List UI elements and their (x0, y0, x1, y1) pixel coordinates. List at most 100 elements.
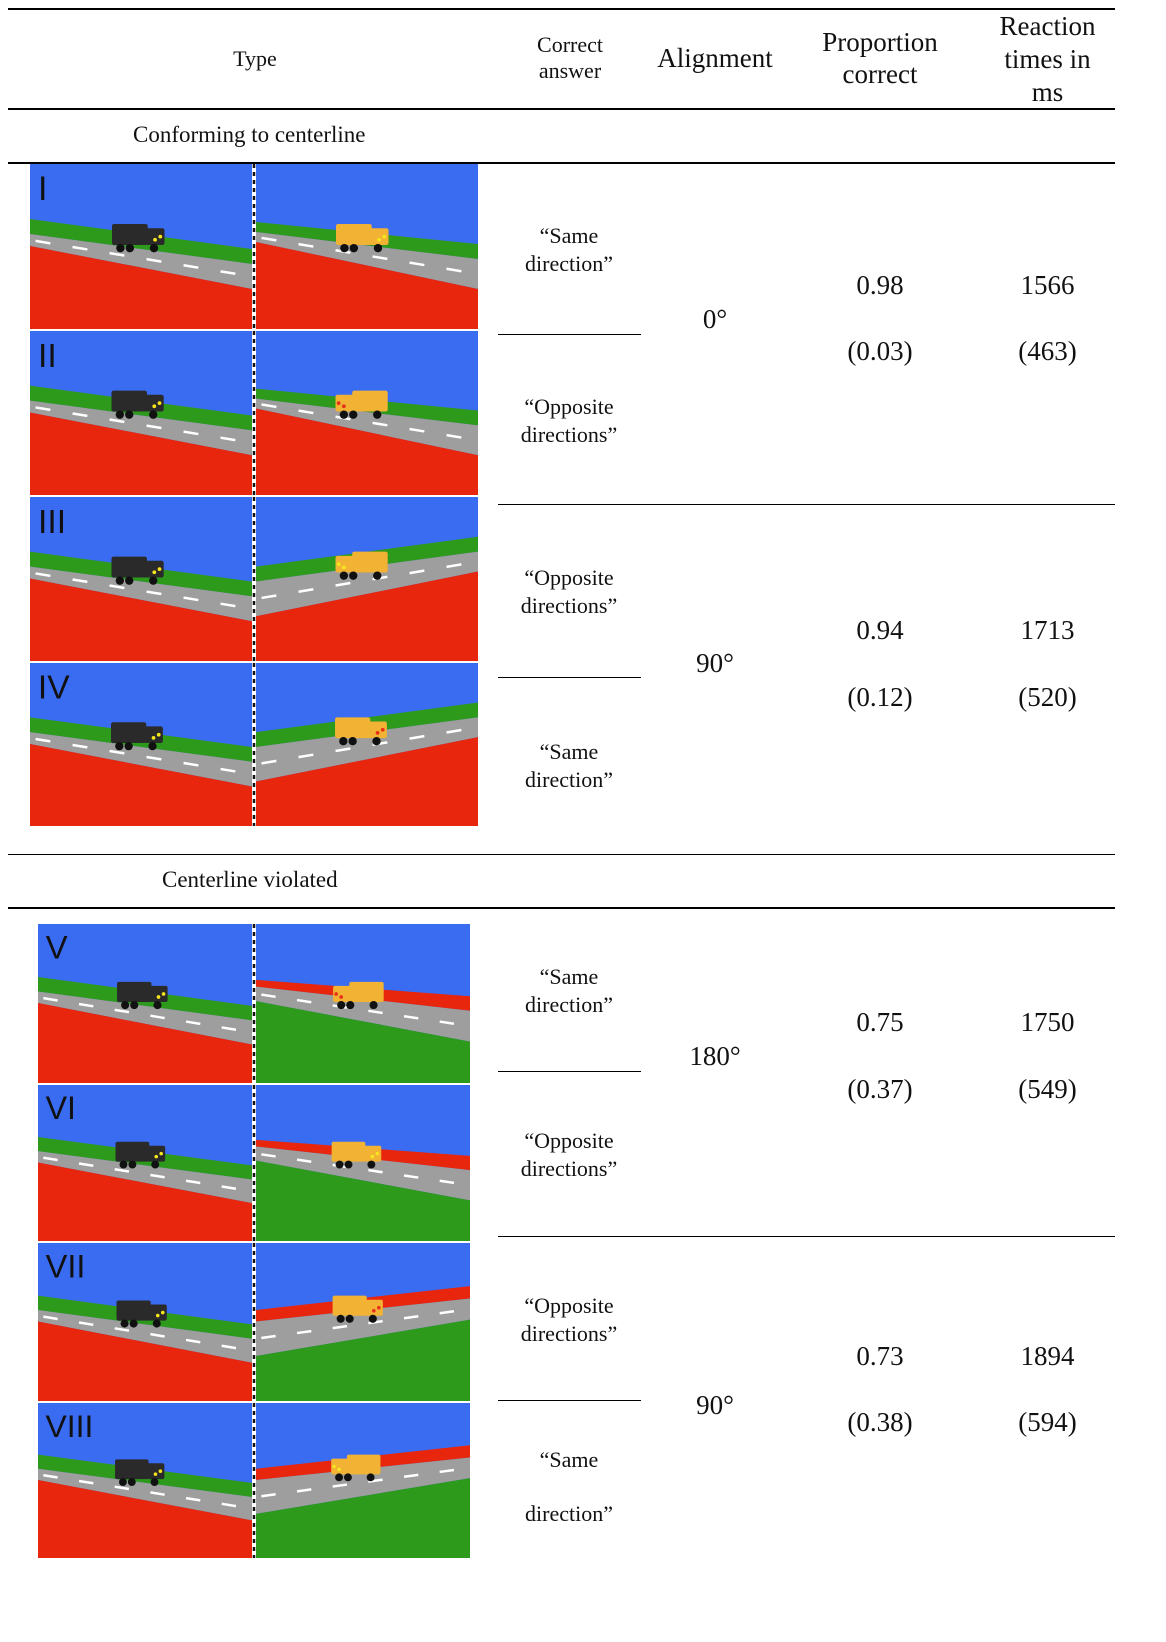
right-view (256, 663, 478, 826)
proportion-sd: (0.12) (847, 682, 913, 712)
section1-rule (8, 162, 1115, 164)
proportion-sd: (0.03) (847, 336, 913, 366)
road-surface (256, 1457, 470, 1514)
left-view (38, 1403, 252, 1558)
panel-roman-label: IV (38, 670, 70, 707)
rt-sd: (463) (1018, 336, 1077, 366)
stimulus-panel-VIII: VIII (38, 1403, 470, 1558)
lower-field (38, 1321, 252, 1401)
header-rt-line3: ms (1031, 76, 1064, 107)
header-correct-answer-line2: answer (538, 58, 602, 84)
right-view (256, 497, 478, 661)
alignment-value: 90° (696, 648, 734, 678)
rt-sd: (594) (1018, 1407, 1077, 1437)
answer-line: direction” (525, 767, 613, 793)
lower-field (256, 1160, 470, 1241)
answer-line: “Same (539, 964, 599, 989)
answer-line: directions” (520, 593, 618, 619)
answer-divider (498, 677, 641, 678)
right-view (256, 164, 478, 329)
table-top-rule (8, 8, 1115, 10)
answer-line: direction” (525, 251, 613, 277)
alignment-value: 180° (689, 1041, 741, 1071)
header-bottom-rule (8, 108, 1115, 110)
correct-answer-III: “Opposite directions” (484, 564, 654, 620)
lower-field (256, 571, 478, 661)
answer-line: “Opposite (524, 1128, 614, 1153)
header-correct-answer: Correct answer (490, 32, 650, 85)
proportion-value: 0.98 (856, 270, 904, 300)
correct-answer-VIII: “Same direction” (484, 1433, 654, 1541)
stimulus-panel-V: V (38, 924, 470, 1083)
answer-line: directions” (520, 422, 618, 448)
road-surface (30, 732, 252, 787)
rt-value: 1566 (1020, 270, 1075, 300)
lower-field (256, 1001, 470, 1083)
section-label-violated: Centerline violated (162, 867, 338, 892)
yellow-truck (331, 1141, 382, 1169)
lower-field (256, 737, 478, 826)
stimulus-image: III (30, 497, 478, 661)
road-surface (256, 1146, 470, 1201)
proportion-value: 0.94 (856, 615, 904, 645)
stimulus-image: VII (38, 1243, 470, 1401)
panel-roman-label: VI (46, 1090, 76, 1126)
answer-line: “Opposite (524, 394, 614, 419)
right-view (256, 924, 470, 1083)
alignment-value: 90° (696, 1390, 734, 1420)
road-surface (30, 566, 252, 622)
stimulus-panel-I: I (30, 164, 478, 329)
stimulus-image: VIII (38, 1403, 470, 1558)
panel-roman-label: II (38, 337, 57, 375)
black-truck (112, 224, 165, 253)
stimulus-panel-VI: VI (38, 1085, 470, 1241)
road-surface (38, 1468, 252, 1521)
answer-line: direction” (525, 992, 613, 1018)
right-view (256, 1085, 470, 1241)
stimulus-image: I (30, 164, 478, 329)
section-end-rule (8, 854, 1115, 855)
left-view (30, 663, 252, 826)
stimulus-panel-II: II (30, 331, 478, 495)
stimulus-image: VI (38, 1085, 470, 1241)
road-surface (256, 986, 470, 1042)
yellow-truck (332, 1295, 383, 1323)
stimulus-image: IV (30, 663, 478, 826)
proportion-value: 0.75 (856, 1007, 904, 1037)
answer-divider (498, 334, 641, 335)
road-surface (38, 1310, 252, 1363)
answer-divider (498, 1071, 641, 1072)
header-correct-answer-line1: Correct (537, 32, 603, 57)
header-proportion-correct: Proportion correct (800, 26, 960, 91)
left-view (30, 331, 252, 495)
lower-field (30, 412, 252, 495)
answer-line: direction” (525, 1500, 613, 1526)
right-view (256, 1243, 470, 1401)
answer-line: “Opposite (524, 565, 614, 590)
lower-field (30, 246, 252, 329)
lower-field (256, 408, 478, 495)
stimulus-image: V (38, 924, 470, 1083)
section-label-conforming: Conforming to centerline (133, 122, 366, 147)
yellow-truck (333, 981, 384, 1010)
lower-field (38, 1162, 252, 1241)
correct-answer-VII: “Opposite directions” (484, 1292, 654, 1348)
correct-answer-VI: “Opposite directions” (484, 1127, 654, 1183)
header-alignment: Alignment (640, 42, 790, 74)
lower-field (30, 744, 252, 826)
road-surface (256, 717, 478, 782)
alignment-value: 0° (702, 304, 728, 334)
panel-roman-label: V (46, 929, 68, 966)
lower-field (256, 1319, 470, 1401)
header-proportion-line1: Proportion (822, 27, 938, 57)
black-truck (111, 722, 163, 751)
stimulus-panel-III: III (30, 497, 478, 661)
yellow-truck (335, 551, 388, 580)
header-rt-line1: Reaction (999, 11, 1096, 41)
answer-line: “Same (539, 1447, 599, 1472)
correct-answer-IV: “Same direction” (484, 738, 654, 794)
rt-sd: (520) (1018, 682, 1077, 712)
right-view (256, 1403, 470, 1558)
section2-rule (8, 907, 1115, 909)
header-proportion-line2: correct (842, 59, 918, 90)
